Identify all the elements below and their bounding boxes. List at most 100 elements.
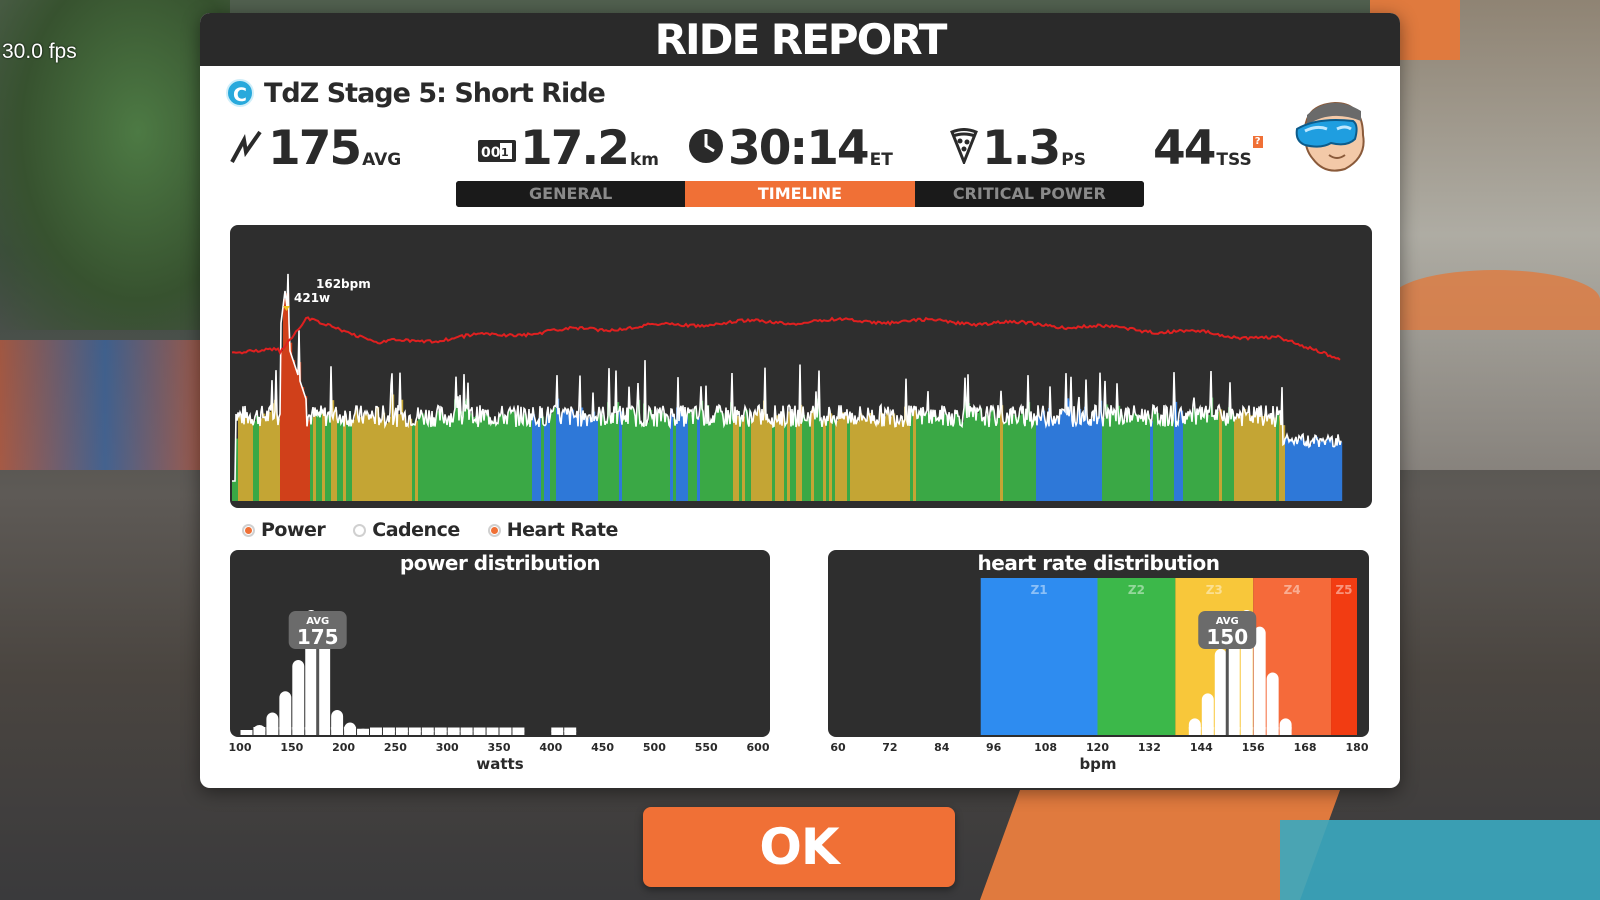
peak-marker (283, 306, 290, 311)
tab-critical-power[interactable]: CRITICAL POWER (914, 181, 1144, 207)
distribution-bar (279, 691, 292, 735)
lightning-icon (230, 130, 264, 168)
distribution-bar-base (421, 727, 434, 735)
distribution-bar-base (1266, 727, 1279, 735)
odometer-icon: 00 1 (478, 138, 516, 168)
axis-tick-label: 600 (746, 741, 770, 754)
avg-badge-value: 150 (1206, 625, 1248, 649)
ride-title-row: C TdZ Stage 5: Short Ride (226, 75, 606, 111)
axis-tick-label: 450 (591, 741, 615, 754)
distribution-bar-base (395, 727, 408, 735)
hr-zone-band (1175, 578, 1254, 735)
hr-zone-label: Z2 (1128, 583, 1145, 597)
heart-rate-line (231, 316, 1341, 361)
hr-zone-label: Z4 (1284, 583, 1301, 597)
distribution-bar-base (1253, 727, 1266, 735)
axis-tick-label: 300 (435, 741, 459, 754)
tss-info-badge[interactable]: ? (1252, 136, 1263, 148)
distribution-bar-base (305, 727, 318, 735)
cadence-toggle[interactable] (353, 523, 367, 537)
ride-report-panel: RIDE REPORT C TdZ Stage 5: Short Ride 17… (200, 13, 1400, 788)
distribution-bar (292, 660, 305, 735)
distribution-bar-base (499, 727, 512, 735)
axis-tick-label: 120 (1086, 741, 1109, 754)
legend-power[interactable]: Power (242, 519, 326, 541)
distribution-bar-base (512, 727, 525, 735)
distribution-bar-base (460, 727, 473, 735)
heart-rate-distribution-title: heart rate distribution (977, 551, 1220, 575)
axis-tick-label: 108 (1034, 741, 1058, 754)
axis-tick-label: 550 (694, 741, 718, 754)
hr-zone-label: Z5 (1335, 583, 1352, 597)
avg-badge-label: AVG (1216, 616, 1239, 627)
distribution-bar-base (240, 730, 253, 735)
power-toggle[interactable] (242, 523, 255, 537)
hr-zone-band (1331, 578, 1357, 735)
axis-tick-label: 150 (280, 741, 304, 754)
tab-timeline[interactable]: TIMELINE (685, 181, 915, 207)
hr-zone-label: Z3 (1206, 583, 1223, 597)
axis-tick-label: 132 (1137, 741, 1161, 754)
timeline-legend: Power Cadence Heart Rate (242, 519, 618, 541)
distribution-bar-base (382, 727, 395, 735)
distribution-bar-base (292, 727, 305, 735)
category-badge: C (226, 79, 254, 107)
distribution-bar (1266, 672, 1279, 735)
axis-tick-label: 96 (986, 741, 1002, 754)
power-line (232, 273, 1342, 482)
timeline-chart: 162bpm 421w (230, 225, 1372, 508)
distribution-bar-base (331, 727, 344, 735)
stat-distance: 00 1 17.2 km (478, 118, 659, 174)
distribution-bar-base (1240, 727, 1253, 735)
distribution-bar-base (1201, 727, 1214, 735)
distribution-bar-base (344, 727, 357, 735)
legend-heart-rate[interactable]: Heart Rate (487, 519, 618, 541)
hr-zone-band (1253, 578, 1332, 735)
power-zone-fills (232, 293, 1343, 501)
distribution-bar-base (1227, 727, 1240, 735)
axis-tick-label: 400 (539, 741, 563, 754)
avg-badge-label: AVG (306, 616, 329, 627)
fps-counter: 30.0 fps (2, 40, 77, 63)
stat-time: 30:14 ET (688, 118, 893, 174)
legend-cadence[interactable]: Cadence (353, 519, 460, 541)
ride-title: TdZ Stage 5: Short Ride (264, 77, 606, 109)
axis-tick-label: 500 (642, 741, 666, 754)
distribution-bar-base (564, 727, 577, 735)
axis-tick-label: 180 (1345, 741, 1369, 754)
axis-tick-label: 60 (830, 741, 846, 754)
distribution-bar-base (1279, 727, 1292, 735)
distribution-bar (1253, 626, 1266, 735)
distribution-bar-base (408, 727, 421, 735)
avatar[interactable] (1287, 95, 1373, 181)
distribution-bar-base (279, 727, 292, 735)
axis-tick-label: 350 (487, 741, 511, 754)
distribution-bar (1214, 648, 1227, 735)
stat-pizza: 1.3 PS (950, 118, 1086, 174)
axis-tick-label: 100 (228, 741, 252, 754)
axis-tick-label: 250 (383, 741, 407, 754)
power-distribution-title: power distribution (399, 551, 601, 575)
power-distribution-chart: power distribution AVG 175 (230, 550, 770, 737)
hr-zone-band (980, 578, 1098, 735)
hr-zone-label: Z1 (1031, 583, 1048, 597)
stat-tss: 44 TSS ? (1153, 121, 1263, 176)
ok-button[interactable]: OK (643, 807, 955, 887)
distribution-bar-base (253, 727, 266, 735)
distribution-bar-base (370, 727, 382, 735)
tab-general[interactable]: GENERAL (456, 181, 686, 207)
distribution-bar-base (473, 727, 486, 735)
report-tabs: GENERAL TIMELINE CRITICAL POWER (456, 181, 1144, 207)
peak-hr-label: 162bpm (316, 277, 371, 291)
heart-rate-toggle[interactable] (487, 523, 501, 537)
axis-tick-label: 156 (1241, 741, 1265, 754)
distribution-bar (1227, 621, 1240, 735)
hr-zone-band (1097, 578, 1176, 735)
svg-text:00: 00 (481, 145, 501, 161)
distribution-bar-base (1214, 727, 1227, 735)
pizza-icon (950, 128, 978, 168)
distribution-bar-base (486, 727, 499, 735)
